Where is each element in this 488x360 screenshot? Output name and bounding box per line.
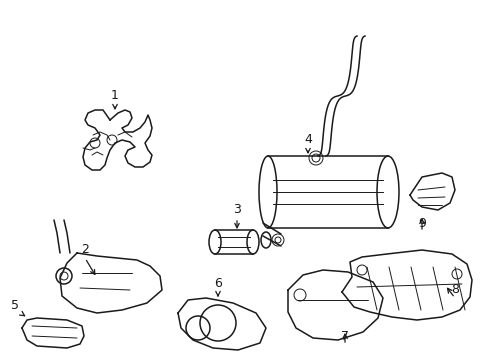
Text: 1: 1 <box>111 89 119 102</box>
Text: 8: 8 <box>450 283 458 296</box>
Text: 7: 7 <box>340 330 348 343</box>
Text: 2: 2 <box>81 243 89 256</box>
Text: 5: 5 <box>11 299 19 312</box>
Text: 9: 9 <box>417 217 425 230</box>
Text: 3: 3 <box>233 203 241 216</box>
Text: 4: 4 <box>304 133 311 146</box>
Text: 6: 6 <box>214 277 222 290</box>
